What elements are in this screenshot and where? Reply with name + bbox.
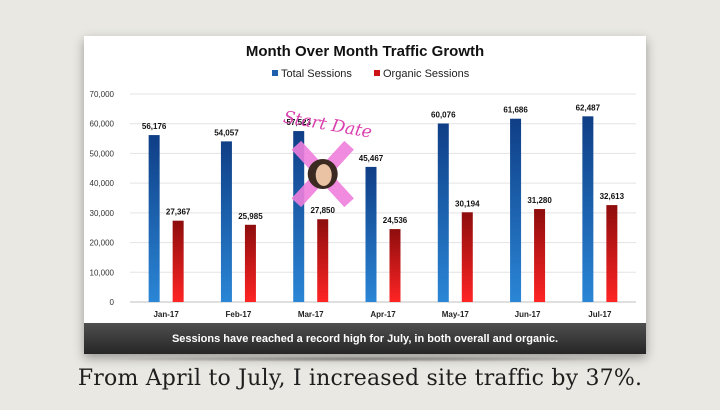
data-label: 27,367 xyxy=(166,208,191,217)
card-shadow xyxy=(96,356,636,362)
x-tick-label: Jan-17 xyxy=(153,310,179,319)
chart-title: Month Over Month Traffic Growth xyxy=(246,43,484,60)
legend-swatch-2 xyxy=(374,70,380,76)
bar-total xyxy=(148,135,160,302)
bar-total xyxy=(510,118,522,302)
x-axis: Jan-17 Feb-17 Mar-17 Apr-17 May-17 Jun-17 Jul-… xyxy=(153,310,612,319)
bar-total xyxy=(220,141,232,302)
bar-organic xyxy=(244,224,256,302)
bar-organic xyxy=(461,212,473,302)
data-label: 31,280 xyxy=(527,196,552,205)
bar-total xyxy=(437,123,449,302)
insight-banner: Sessions have reached a record high for … xyxy=(84,323,646,354)
caption: From April to July, I increased site tra… xyxy=(77,366,643,391)
bar-total xyxy=(582,116,594,302)
legend-label-1: Total Sessions xyxy=(281,68,352,80)
y-tick-label: 60,000 xyxy=(90,120,115,129)
y-tick-label: 70,000 xyxy=(90,90,115,99)
x-tick-label: Jun-17 xyxy=(515,310,541,319)
x-tick-label: May-17 xyxy=(442,310,470,319)
data-label: 56,176 xyxy=(142,122,167,131)
data-label: 60,076 xyxy=(431,110,456,119)
y-tick-label: 10,000 xyxy=(90,268,115,277)
x-tick-label: Mar-17 xyxy=(298,310,324,319)
x-tick-label: Feb-17 xyxy=(226,310,252,319)
avatar-face xyxy=(315,164,332,186)
bars: 56,176 27,367 54,057 25,985 57,523 27,850 45,4… xyxy=(142,103,625,302)
data-label: 54,057 xyxy=(214,128,239,137)
bar-organic xyxy=(172,220,184,302)
x-tick-label: Jul-17 xyxy=(588,310,612,319)
bar-organic xyxy=(534,209,546,302)
data-label: 57,523 xyxy=(286,118,311,127)
bar-total xyxy=(293,131,305,302)
y-tick-label: 30,000 xyxy=(90,209,115,218)
chart-card: Month Over Month Traffic Growth Total Se… xyxy=(84,36,646,354)
data-label: 27,850 xyxy=(310,206,335,215)
gridlines xyxy=(130,93,636,303)
data-label: 24,536 xyxy=(383,216,408,225)
y-tick-label: 40,000 xyxy=(90,179,115,188)
data-label: 45,467 xyxy=(359,154,384,163)
data-label: 32,613 xyxy=(600,192,625,201)
y-tick-label: 0 xyxy=(110,298,115,307)
bar-total xyxy=(365,166,377,302)
y-tick-label: 50,000 xyxy=(90,149,115,158)
data-label: 62,487 xyxy=(576,103,601,112)
bar-chart: Month Over Month Traffic Growth Total Se… xyxy=(90,43,636,319)
legend-swatch-1 xyxy=(272,70,278,76)
bar-organic xyxy=(389,229,401,302)
data-label: 30,194 xyxy=(455,199,480,208)
bar-organic xyxy=(317,219,329,302)
data-label: 61,686 xyxy=(503,106,528,115)
x-tick-label: Apr-17 xyxy=(370,310,396,319)
data-label: 25,985 xyxy=(238,212,263,221)
y-tick-label: 20,000 xyxy=(90,239,115,248)
chart-legend: Total Sessions Organic Sessions xyxy=(272,68,470,80)
y-axis: 0 10,000 20,000 30,000 40,000 50,000 60,000 70,… xyxy=(90,90,115,307)
bar-organic xyxy=(606,205,618,302)
legend-label-2: Organic Sessions xyxy=(383,68,470,80)
